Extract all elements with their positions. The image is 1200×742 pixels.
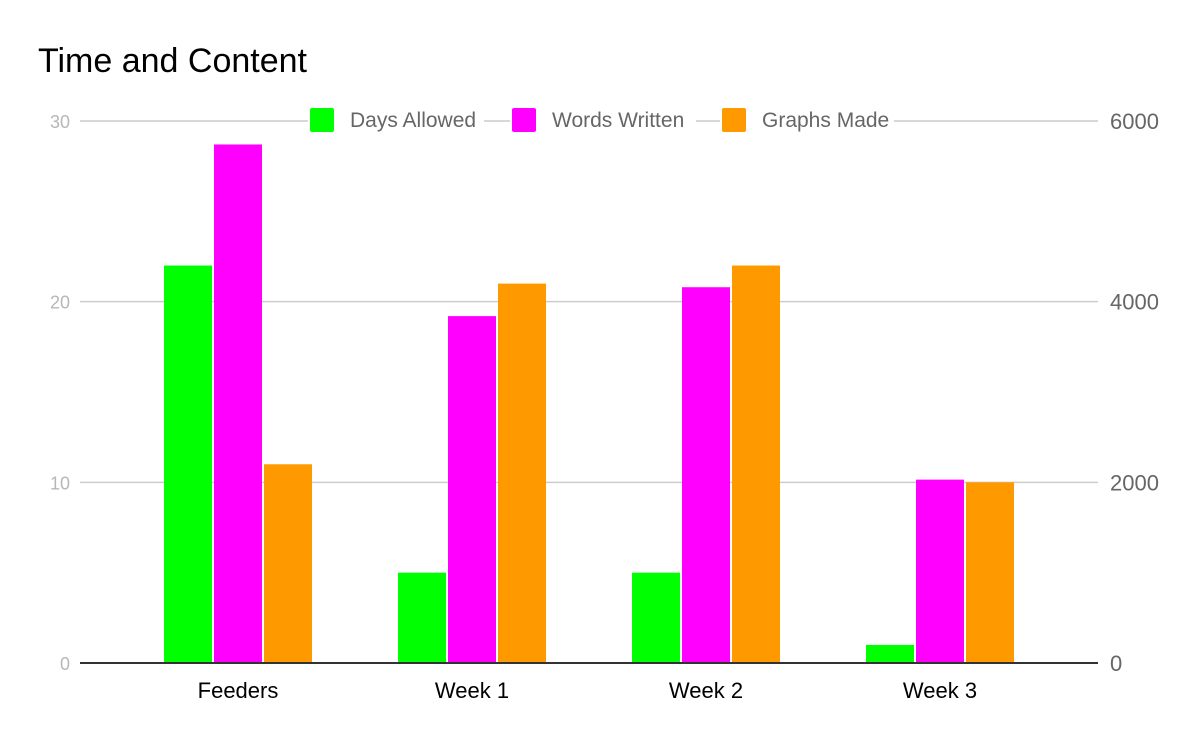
left-tick-label: 30 <box>50 112 70 132</box>
bar-days-allowed[interactable] <box>866 644 914 663</box>
x-tick-label: Week 1 <box>435 678 509 703</box>
bar-days-allowed[interactable] <box>632 572 680 663</box>
legend-item-background <box>308 108 484 134</box>
right-tick-label: 0 <box>1110 651 1122 676</box>
left-tick-label: 0 <box>60 654 70 674</box>
legend-swatch <box>310 108 334 132</box>
bar-words-written[interactable] <box>916 479 964 663</box>
legend-item[interactable]: Words Written <box>510 108 696 134</box>
bar-days-allowed[interactable] <box>398 572 446 663</box>
bar-graphs-made[interactable] <box>966 482 1014 663</box>
legend-item[interactable]: Graphs Made <box>720 108 894 134</box>
x-axis-labels: Feeders Week 1 Week 2 Week 3 <box>198 678 977 703</box>
legend-label: Words Written <box>552 109 684 132</box>
bar-graphs-made[interactable] <box>498 283 546 663</box>
right-tick-label: 2000 <box>1110 470 1159 495</box>
legend-label: Graphs Made <box>762 109 889 132</box>
bar-graphs-made[interactable] <box>732 265 780 663</box>
x-tick-label: Week 3 <box>903 678 977 703</box>
legend-label: Days Allowed <box>350 109 476 132</box>
right-y-axis: 0 2000 4000 6000 <box>1110 109 1159 676</box>
legend[interactable]: Days Allowed Words Written Graphs Made <box>308 108 894 134</box>
right-tick-label: 4000 <box>1110 290 1159 315</box>
bar-words-written[interactable] <box>214 144 262 663</box>
bar-graphs-made[interactable] <box>264 464 312 663</box>
bar-words-written[interactable] <box>448 316 496 663</box>
legend-item[interactable]: Days Allowed <box>308 108 484 134</box>
bars <box>164 144 1014 663</box>
left-tick-label: 20 <box>50 293 70 313</box>
legend-swatch <box>512 108 536 132</box>
legend-item-background <box>720 108 894 134</box>
x-tick-label: Feeders <box>198 678 279 703</box>
bar-words-written[interactable] <box>682 287 730 663</box>
bar-days-allowed[interactable] <box>164 265 212 663</box>
left-y-axis: 0 10 20 30 <box>50 112 70 674</box>
legend-item-background <box>510 108 696 134</box>
chart-title: Time and Content <box>38 42 308 80</box>
x-tick-label: Week 2 <box>669 678 743 703</box>
left-tick-label: 10 <box>50 473 70 493</box>
right-tick-label: 6000 <box>1110 109 1159 134</box>
legend-swatch <box>722 108 746 132</box>
